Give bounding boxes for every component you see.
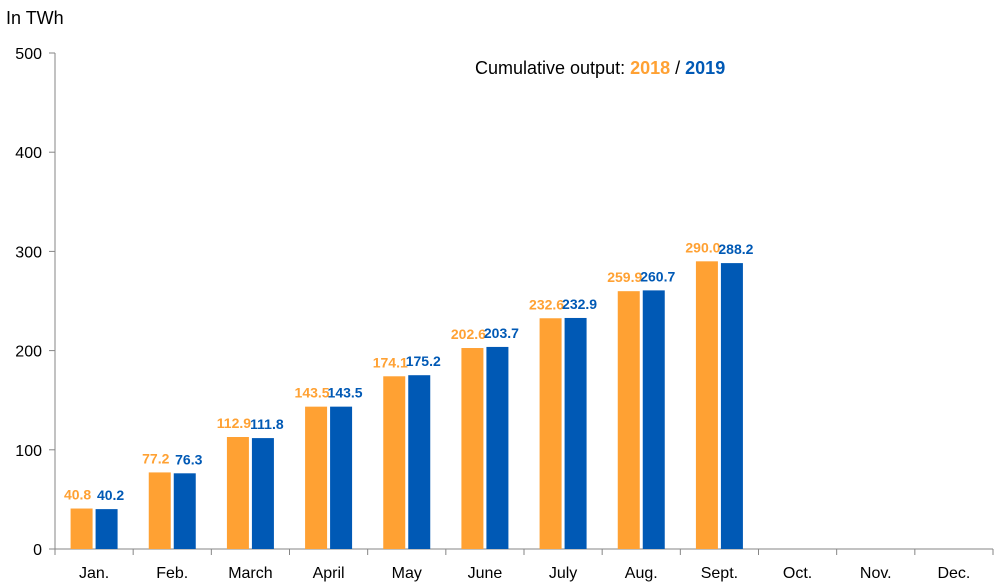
legend-2018: 2018 bbox=[630, 58, 670, 78]
data-label-2019: 143.5 bbox=[328, 385, 363, 401]
bar-2019 bbox=[642, 290, 665, 549]
data-label-2018: 112.9 bbox=[217, 415, 251, 431]
bar-2018 bbox=[617, 291, 640, 549]
data-label-2018: 290.0 bbox=[685, 239, 720, 255]
unit-label: In TWh bbox=[6, 8, 64, 28]
data-label-2018: 202.6 bbox=[451, 326, 486, 342]
legend: Cumulative output: 2018 / 2019 bbox=[475, 58, 725, 78]
y-tick-label: 200 bbox=[15, 344, 42, 361]
bar-2019 bbox=[408, 375, 431, 549]
bar-2018 bbox=[383, 376, 406, 549]
x-tick-label: Feb. bbox=[156, 565, 188, 582]
legend-2019: 2019 bbox=[685, 58, 725, 78]
x-tick-label: April bbox=[313, 565, 345, 582]
y-tick-label: 100 bbox=[15, 443, 42, 460]
legend-separator: / bbox=[670, 58, 685, 78]
bar-2019 bbox=[720, 263, 743, 549]
axes: 0 100 200 300 400 500 Jan. Feb. March April May Jun… bbox=[15, 46, 994, 582]
data-label-2019: 40.2 bbox=[97, 487, 124, 503]
data-label-2018: 40.8 bbox=[64, 487, 91, 503]
data-label-2018: 77.2 bbox=[142, 450, 169, 466]
data-label-2018: 143.5 bbox=[295, 385, 330, 401]
x-tick-label: July bbox=[549, 565, 577, 582]
data-label-2019: 175.2 bbox=[406, 353, 441, 369]
y-tick-label: 0 bbox=[33, 542, 42, 559]
x-tick-label: Dec. bbox=[937, 565, 970, 582]
x-tick-label: Oct. bbox=[783, 565, 812, 582]
y-tick-label: 500 bbox=[15, 46, 42, 63]
data-label-2019: 232.9 bbox=[562, 296, 597, 312]
bar-2019 bbox=[564, 317, 587, 549]
bar-2018 bbox=[148, 472, 171, 549]
data-label-2019: 203.7 bbox=[484, 325, 519, 341]
y-tick-label: 400 bbox=[15, 145, 42, 162]
data-label-2019: 260.7 bbox=[640, 268, 675, 284]
bar-2018 bbox=[305, 406, 328, 549]
bars bbox=[70, 261, 743, 549]
x-tick-label: May bbox=[392, 565, 422, 582]
bar-2019 bbox=[486, 346, 509, 549]
data-label-2019: 111.8 bbox=[250, 416, 284, 432]
x-tick-label: Jan. bbox=[79, 565, 109, 582]
bar-2018 bbox=[70, 508, 93, 549]
bar-2019 bbox=[173, 473, 196, 549]
data-label-2018: 259.9 bbox=[607, 269, 642, 285]
x-tick-label: Nov. bbox=[860, 565, 892, 582]
y-tick-label: 300 bbox=[15, 244, 42, 261]
x-tick-label: June bbox=[468, 565, 503, 582]
bar-2018 bbox=[539, 318, 562, 549]
bar-2019 bbox=[330, 406, 353, 549]
bar-2019 bbox=[251, 438, 274, 549]
x-tick-label: Sept. bbox=[701, 565, 738, 582]
data-label-2018: 232.6 bbox=[529, 296, 564, 312]
bar-2018 bbox=[695, 261, 718, 549]
x-tick-label: Aug. bbox=[625, 565, 658, 582]
bar-2018 bbox=[226, 437, 249, 549]
data-label-2018: 174.1 bbox=[373, 354, 408, 370]
data-label-2019: 288.2 bbox=[718, 241, 753, 257]
bar-2019 bbox=[95, 509, 118, 549]
x-tick-label: March bbox=[228, 565, 272, 582]
legend-prefix: Cumulative output: bbox=[475, 58, 630, 78]
data-label-2019: 76.3 bbox=[175, 451, 202, 467]
bar-2018 bbox=[461, 348, 484, 549]
